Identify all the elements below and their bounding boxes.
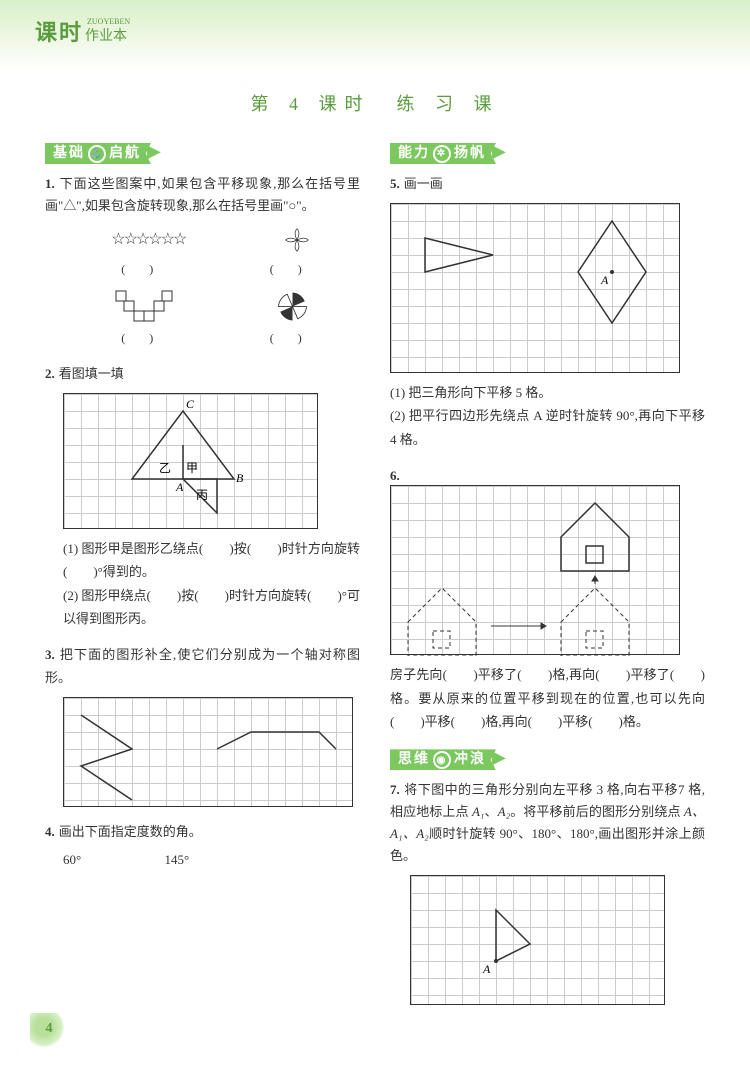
svg-text:A: A — [482, 962, 491, 976]
q2-sub1: (1) 图形甲是图形乙绕点( )按( )时针方向旋转( )°得到的。 — [45, 537, 360, 584]
q5-sub1: (1) 把三角形向下平移 5 格。 — [390, 381, 705, 404]
content: 基础⚓启航▶ 1.下面这些图案中,如果包含平移现象,那么在括号里画"△",如果包… — [0, 141, 750, 1019]
page-header: 课时 ZUOYEBEN 作业本 — [0, 0, 750, 70]
svg-text:C: C — [186, 397, 195, 411]
question-2: 2.看图填一填 C B A 甲 乙 丙 (1) 图形甲是图形乙绕点( )按( )… — [45, 363, 360, 631]
question-1: 1.下面这些图案中,如果包含平移现象,那么在括号里画"△",如果包含旋转现象,那… — [45, 173, 360, 349]
wave-icon: ◉ — [433, 751, 451, 769]
lesson-title: 第 4 课时 练 习 课 — [0, 90, 750, 116]
page-number: 4 — [35, 1015, 63, 1043]
pinwheel-icon — [275, 289, 310, 324]
svg-text:B: B — [236, 471, 244, 485]
q2-sub2: (2) 图形甲绕点( )按( )时针方向旋转( )°可以得到图形丙。 — [45, 584, 360, 631]
left-column: 基础⚓启航▶ 1.下面这些图案中,如果包含平移现象,那么在括号里画"△",如果包… — [45, 141, 375, 1019]
svg-text:丙: 丙 — [196, 488, 208, 502]
q5-diagram: A — [390, 203, 680, 373]
question-5: 5.画一画 A (1) 把三角形向下平移 5 格。 (2) 把平行四边形先绕点 … — [390, 173, 705, 451]
svg-text:A: A — [175, 480, 184, 494]
question-7: 7.将下图中的三角形分别向左平移 3 格,向右平移7 格,相应地标上点 A₁、A… — [390, 779, 705, 1005]
section-ability: 能力✲扬帆▶ — [390, 141, 506, 163]
q7-diagram: A — [410, 875, 665, 1005]
q3-diagram — [63, 697, 353, 807]
logo-main-text: 课时 — [35, 15, 83, 47]
squares-icon — [114, 289, 174, 324]
section-basic: 基础⚓启航▶ — [45, 141, 161, 163]
q2-diagram: C B A 甲 乙 丙 — [63, 393, 318, 529]
svg-text:甲: 甲 — [186, 461, 198, 475]
svg-text:A: A — [600, 273, 609, 287]
stars-icon: ☆☆☆☆☆☆ — [111, 226, 185, 253]
question-3: 3.把下面的图形补全,使它们分别成为一个轴对称图形。 — [45, 644, 360, 806]
logo-sub-text: 作业本 — [85, 25, 127, 45]
q5-sub2: (2) 把平行四边形先绕点 A 逆时针旋转 90°,再向下平移 4 格。 — [390, 404, 705, 451]
section-think: 思维◉冲浪▶ — [390, 747, 506, 769]
swirl-icon — [282, 225, 312, 255]
wheel-icon: ✲ — [433, 145, 451, 163]
anchor-icon: ⚓ — [88, 145, 106, 163]
svg-text:乙: 乙 — [159, 461, 171, 475]
q6-diagram — [390, 485, 680, 655]
question-4: 4.画出下面指定度数的角。 60° 145° — [45, 821, 360, 871]
logo: 课时 ZUOYEBEN 作业本 — [35, 15, 127, 47]
question-6: 6. 房子先向( )平移了( )格,再向( )平移了( — [390, 465, 705, 733]
logo-pinyin: ZUOYEBEN — [87, 17, 130, 26]
right-column: 能力✲扬帆▶ 5.画一画 A (1) 把三角形向下平移 5 格。 (2) 把平行… — [375, 141, 705, 1019]
